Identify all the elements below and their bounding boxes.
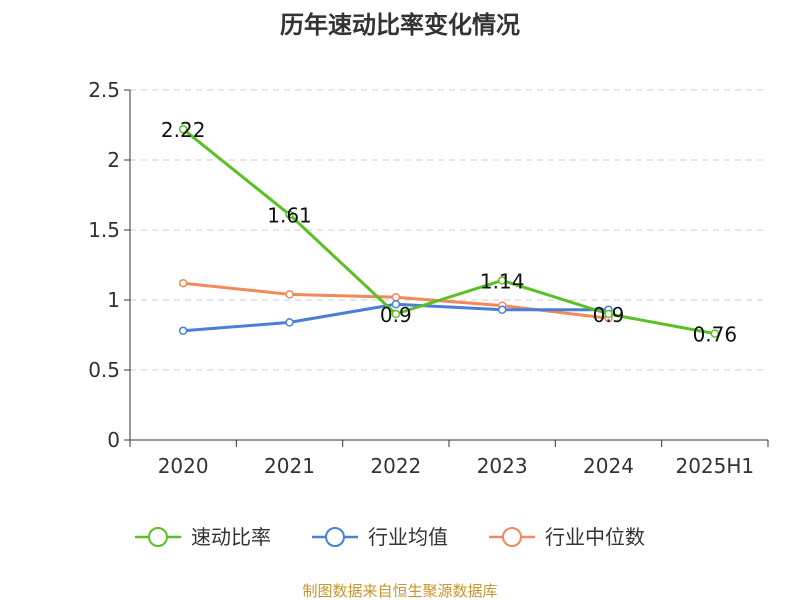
legend-label: 行业均值 bbox=[368, 525, 448, 549]
series-point bbox=[391, 299, 401, 309]
legend-marker bbox=[148, 527, 168, 547]
series-line-0 bbox=[182, 128, 716, 336]
y-tick-label: 1.5 bbox=[88, 218, 120, 242]
y-tick-label: 2 bbox=[107, 148, 120, 172]
series-point bbox=[497, 305, 507, 315]
legend-label: 行业中位数 bbox=[545, 525, 645, 549]
series-point bbox=[285, 210, 294, 219]
y-tick-label: 2.5 bbox=[88, 78, 120, 102]
data-label: 1.61 bbox=[267, 204, 312, 228]
y-tick-label: 1 bbox=[107, 288, 120, 312]
data-label: 2.22 bbox=[161, 118, 206, 142]
data-label: 1.14 bbox=[480, 269, 525, 293]
legend-label: 速动比率 bbox=[191, 525, 271, 549]
series-point bbox=[391, 309, 401, 319]
y-tick-label: 0 bbox=[107, 428, 120, 452]
series-point bbox=[710, 329, 720, 338]
x-tick-label: 2024 bbox=[583, 454, 634, 478]
data-label: 0.9 bbox=[380, 303, 412, 327]
legend-marker bbox=[325, 527, 345, 547]
series-point bbox=[497, 276, 507, 285]
legend: 速动比率 行业均值 行业中位数 bbox=[135, 525, 645, 549]
series-point bbox=[285, 290, 294, 299]
source-note: 制图数据来自恒生聚源数据库 bbox=[302, 582, 497, 600]
data-label: 0.76 bbox=[693, 323, 738, 347]
series-point bbox=[178, 326, 188, 336]
axes: 0 0.5 1 1.5 2 2.5 2020 2021 2022 2023 2024 2025H1 bbox=[88, 78, 769, 478]
legend-item: 行业中位数 bbox=[489, 525, 645, 549]
legend-marker bbox=[502, 527, 522, 547]
x-tick-label: 2022 bbox=[370, 454, 421, 478]
x-tick-label: 2025H1 bbox=[675, 454, 754, 478]
x-tick-label: 2021 bbox=[264, 454, 315, 478]
y-tick-label: 0.5 bbox=[88, 358, 120, 382]
series-layer bbox=[178, 124, 720, 338]
legend-item: 速动比率 bbox=[135, 525, 271, 549]
series-point bbox=[178, 124, 188, 134]
legend-item: 行业均值 bbox=[312, 525, 448, 549]
data-labels: 2.22 1.61 0.9 1.14 0.9 0.76 bbox=[161, 118, 737, 346]
series-point bbox=[391, 292, 401, 302]
data-label: 0.9 bbox=[593, 303, 625, 327]
x-tick-label: 2020 bbox=[158, 454, 209, 478]
series-point bbox=[604, 309, 613, 319]
series-point bbox=[178, 278, 188, 288]
series-point bbox=[285, 318, 294, 327]
chart-title: 历年速动比率变化情况 bbox=[280, 11, 520, 39]
x-tick-label: 2023 bbox=[477, 454, 528, 478]
